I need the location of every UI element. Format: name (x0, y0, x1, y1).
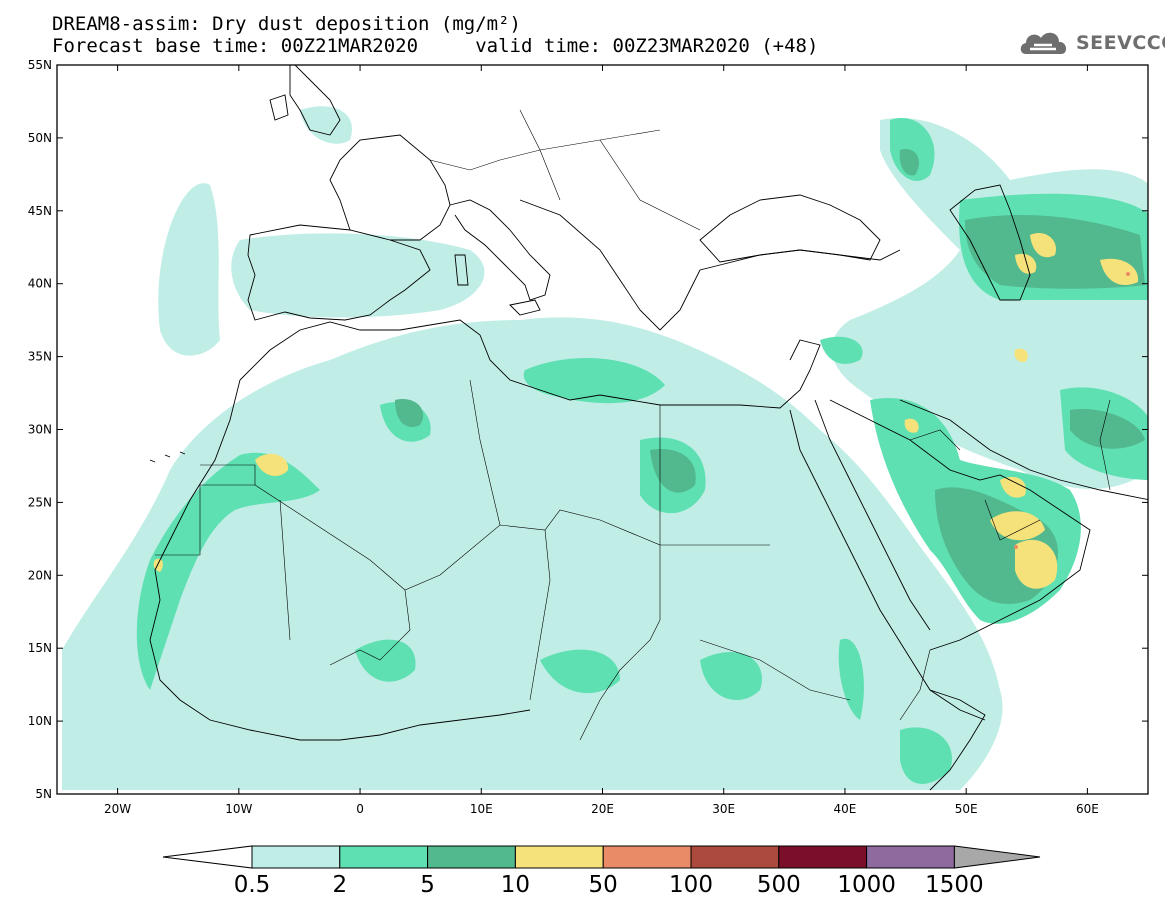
colorbar-label: 500 (756, 872, 801, 898)
logo-text: SEEVCCC (1076, 32, 1165, 54)
colorbar-swatch (866, 845, 955, 869)
lat-labels: 55N 50N 45N 40N 35N 30N 25N 20N 15N 10N 5N (28, 58, 52, 801)
lat-label: 25N (28, 495, 52, 509)
lon-label: 30E (712, 802, 735, 816)
lat-label: 45N (28, 204, 52, 218)
cloud-logo-icon (1020, 32, 1067, 54)
lat-label: 15N (28, 641, 52, 655)
colorbar-label: 50 (588, 872, 618, 898)
deposition-band-10-50 (153, 232, 1139, 589)
lon-label: 10E (470, 802, 493, 816)
lon-labels: 20W 10W 0 10E 20E 30E 40E 50E 60E (104, 802, 1099, 816)
lat-label: 10N (28, 714, 52, 728)
lon-label: 10W (225, 802, 252, 816)
lat-label: 20N (28, 568, 52, 582)
colorbar-label: 0.5 (233, 872, 271, 898)
lon-label: 60E (1076, 802, 1099, 816)
lon-label: 20W (104, 802, 131, 816)
colorbar-label: 1500 (925, 872, 984, 898)
colorbar (162, 845, 1041, 869)
lon-label: 40E (834, 802, 857, 816)
colorbar-label: 5 (420, 872, 435, 898)
country-borders (155, 109, 1111, 741)
colorbar-swatch (251, 845, 341, 869)
colorbar-high-arrow (953, 845, 1041, 869)
chart-title-line1: DREAM8-assim: Dry dust deposition (mg/m²… (52, 13, 521, 35)
colorbar-swatch (690, 845, 780, 869)
colorbar-label: 1000 (837, 872, 896, 898)
colorbar-label: 10 (500, 872, 531, 898)
colorbar-swatch (778, 845, 868, 869)
lon-label: 20E (591, 802, 614, 816)
lat-tick-marks (57, 64, 1148, 795)
lat-label: 55N (28, 58, 52, 72)
lon-tick-marks (117, 65, 1088, 794)
colorbar-swatch (427, 845, 516, 869)
lat-label: 50N (28, 131, 52, 145)
colorbar-label: 100 (669, 872, 713, 898)
dust-deposition-field (62, 106, 1148, 790)
colorbar-swatch (602, 845, 692, 869)
chart-title-line2: Forecast base time: 00Z21MAR2020 valid t… (52, 35, 819, 57)
lon-label: 50E (955, 802, 978, 816)
coastlines (149, 65, 1148, 791)
lat-label: 40N (28, 277, 52, 291)
colorbar-swatch (339, 845, 429, 869)
seevccc-logo: SEEVCCC (1018, 24, 1165, 60)
lat-label: 35N (28, 350, 52, 364)
colorbar-low-arrow (162, 845, 253, 869)
colorbar-label: 2 (332, 872, 348, 898)
deposition-band-50-100 (1014, 272, 1130, 549)
lat-label: 5N (35, 787, 52, 801)
lon-label: 0 (356, 802, 364, 816)
colorbar-swatch (514, 845, 604, 869)
lat-label: 30N (28, 423, 52, 437)
